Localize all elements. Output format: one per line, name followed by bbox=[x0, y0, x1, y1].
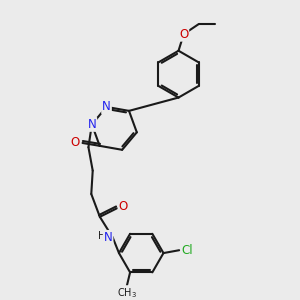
Text: O: O bbox=[118, 200, 128, 213]
Text: H: H bbox=[98, 231, 106, 241]
Text: N: N bbox=[102, 100, 111, 113]
Text: CH$_3$: CH$_3$ bbox=[117, 286, 137, 300]
Text: O: O bbox=[71, 136, 80, 149]
Text: N: N bbox=[104, 231, 112, 244]
Text: Cl: Cl bbox=[181, 244, 193, 257]
Text: N: N bbox=[88, 118, 96, 131]
Text: O: O bbox=[179, 28, 188, 41]
